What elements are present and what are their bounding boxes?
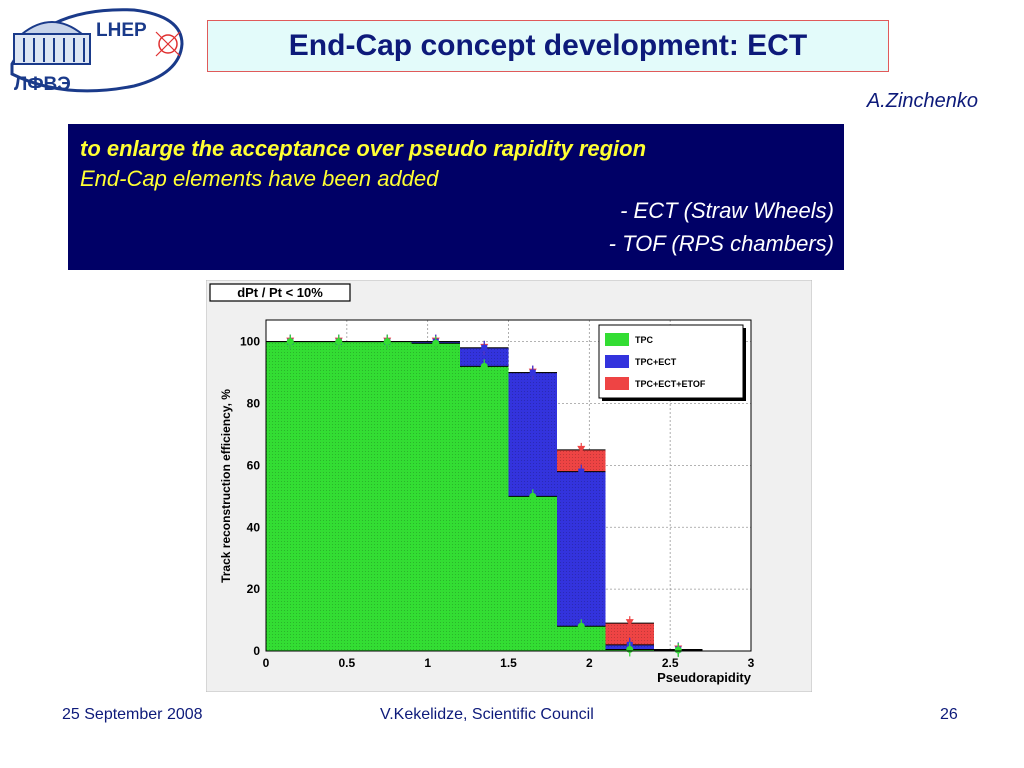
- x-tick-label: 0.5: [338, 656, 355, 670]
- bar-hatch: [314, 341, 363, 651]
- author: A.Zinchenko: [866, 90, 978, 112]
- x-axis-label: Pseudorapidity: [657, 670, 752, 685]
- marker-circle: [577, 622, 585, 630]
- page-number: 26: [940, 706, 958, 723]
- y-tick-label: 60: [247, 458, 261, 472]
- x-tick-label: 0: [263, 656, 270, 670]
- legend-label: TPC+ECT: [635, 357, 677, 367]
- y-tick-label: 0: [253, 644, 260, 658]
- x-tick-label: 2: [586, 656, 593, 670]
- legend-label: TPC+ECT+ETOF: [635, 379, 706, 389]
- marker-triangle: [625, 619, 634, 627]
- marker-square: [578, 468, 585, 475]
- legend-swatch: [605, 377, 629, 390]
- efficiency-chart: 0 0.5 1 1.5 2 2.5 3 0 20 40 60 80 100 TPC TPC+ECT TPC+…: [206, 280, 812, 692]
- x-tick-label: 1: [424, 656, 431, 670]
- textbox-line-1: to enlarge the acceptance over pseudo ra…: [80, 136, 647, 161]
- bar-hatch: [411, 343, 460, 651]
- marker-circle: [674, 646, 682, 654]
- textbox-line-2: End-Cap elements have been added: [80, 166, 439, 191]
- page-title: End-Cap concept development: ECT: [288, 29, 808, 62]
- lhep-logo: LHEP ЛФВЭ: [10, 8, 184, 95]
- bar-hatch: [363, 341, 412, 651]
- marker-square: [529, 369, 536, 376]
- textbox-line-4: - TOF (RPS chambers): [608, 231, 834, 256]
- x-tick-label: 3: [748, 656, 755, 670]
- bar-hatch: [508, 496, 557, 651]
- logo-text-top: LHEP: [96, 20, 147, 41]
- marker-circle: [480, 362, 488, 370]
- y-tick-label: 40: [247, 520, 261, 534]
- marker-circle: [626, 645, 634, 653]
- logo-text-bottom: ЛФВЭ: [14, 74, 71, 95]
- x-tick-label: 1.5: [500, 656, 517, 670]
- marker-triangle: [577, 445, 586, 453]
- marker-circle: [529, 492, 537, 500]
- chart-title: dPt / Pt < 10%: [237, 285, 323, 300]
- y-axis-label: Track reconstruction efficiency, %: [219, 389, 233, 583]
- legend-label: TPC: [635, 335, 654, 345]
- marker-circle: [335, 338, 343, 346]
- bar-hatch: [460, 366, 509, 651]
- legend-swatch: [605, 355, 629, 368]
- textbox-line-3: - ECT (Straw Wheels): [620, 198, 834, 223]
- marker-square: [481, 344, 488, 351]
- marker-circle: [432, 339, 440, 347]
- info-textbox: to enlarge the acceptance over pseudo ra…: [68, 124, 844, 270]
- bar-hatch: [266, 341, 315, 651]
- marker-circle: [383, 338, 391, 346]
- y-tick-label: 20: [247, 582, 261, 596]
- marker-circle: [286, 338, 294, 346]
- footer-presenter: V.Kekelidze, Scientific Council: [380, 706, 594, 723]
- y-tick-label: 80: [247, 397, 261, 411]
- x-tick-label: 2.5: [662, 656, 679, 670]
- footer-date: 25 September 2008: [62, 706, 203, 723]
- legend-swatch: [605, 333, 629, 346]
- title-box: End-Cap concept development: ECT: [207, 20, 889, 72]
- y-tick-label: 100: [240, 335, 260, 349]
